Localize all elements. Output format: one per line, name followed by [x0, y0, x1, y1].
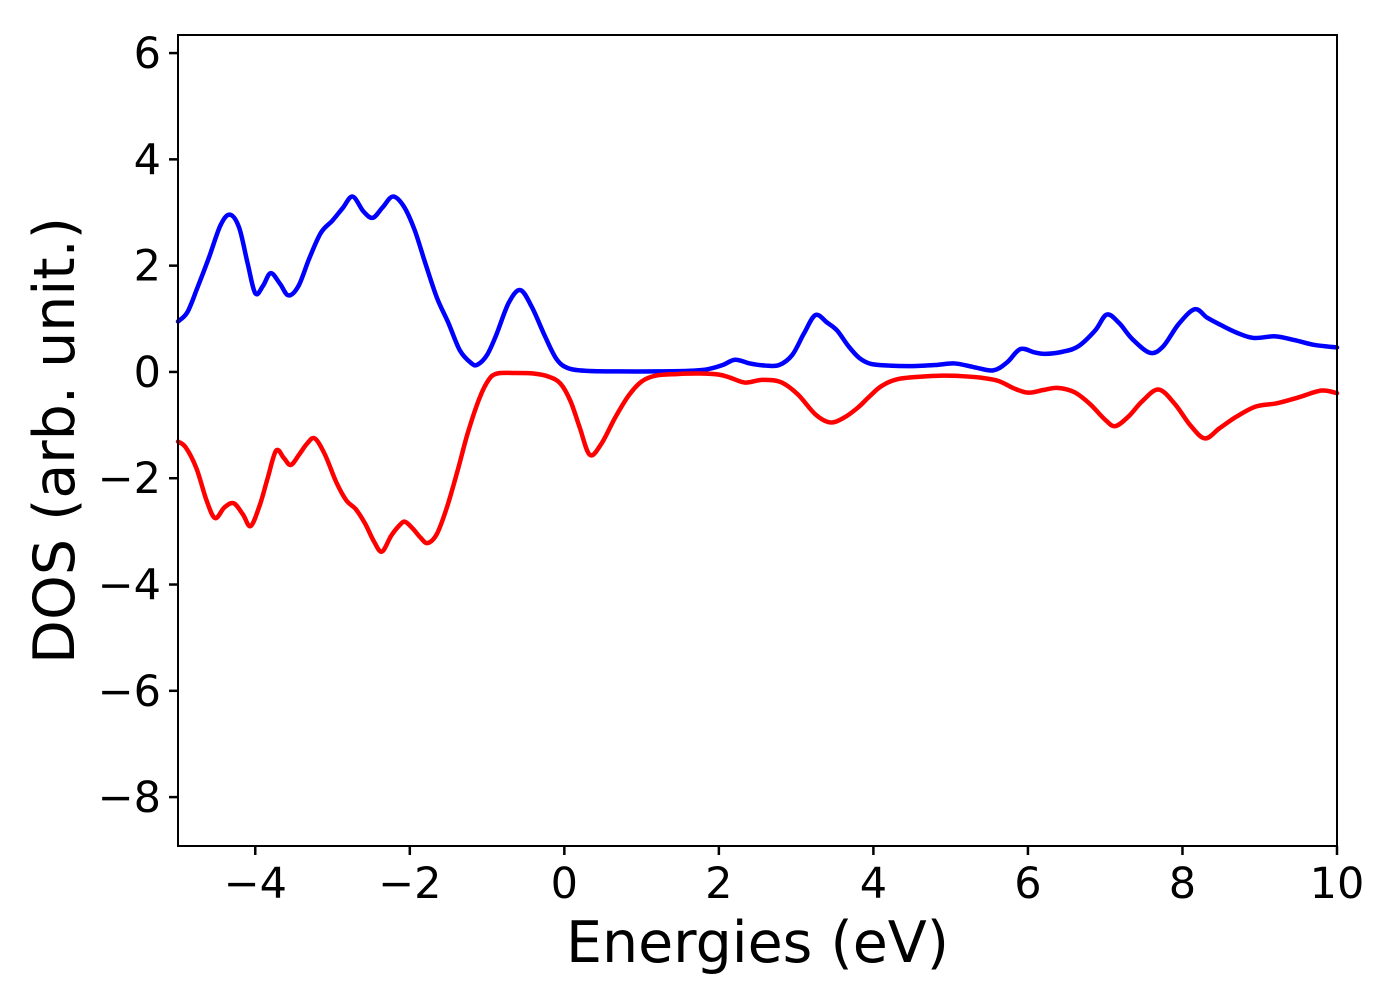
- y-axis-label: DOS (arb. unit.): [22, 217, 88, 664]
- x-axis-tick-label: 2: [705, 859, 732, 909]
- spin-up-dos-curve: [175, 194, 1340, 374]
- x-axis-tick-label: 8: [1169, 859, 1196, 909]
- x-axis-tick-label: 10: [1310, 859, 1365, 909]
- x-axis-tick-label: 0: [551, 859, 578, 909]
- plot-border: [177, 34, 1338, 847]
- y-axis-tick-label: −4: [98, 561, 161, 611]
- y-axis-tick-label: 4: [134, 135, 161, 185]
- x-axis-tick-label: −2: [378, 859, 441, 909]
- spin-down-dos-curve: [175, 370, 1340, 554]
- x-axis-tick-label: 6: [1014, 859, 1041, 909]
- y-axis-tick-label: 6: [134, 29, 161, 79]
- y-axis-tick-label: −6: [98, 667, 161, 717]
- x-axis-tick-label: −4: [224, 859, 287, 909]
- y-axis-tick-label: −8: [98, 773, 161, 823]
- y-axis-tick-label: 2: [134, 242, 161, 292]
- y-axis-tick-label: 0: [134, 348, 161, 398]
- y-axis-tick-label: −2: [98, 454, 161, 504]
- x-axis-tick-label: 4: [860, 859, 887, 909]
- x-axis-label: Energies (eV): [566, 910, 949, 976]
